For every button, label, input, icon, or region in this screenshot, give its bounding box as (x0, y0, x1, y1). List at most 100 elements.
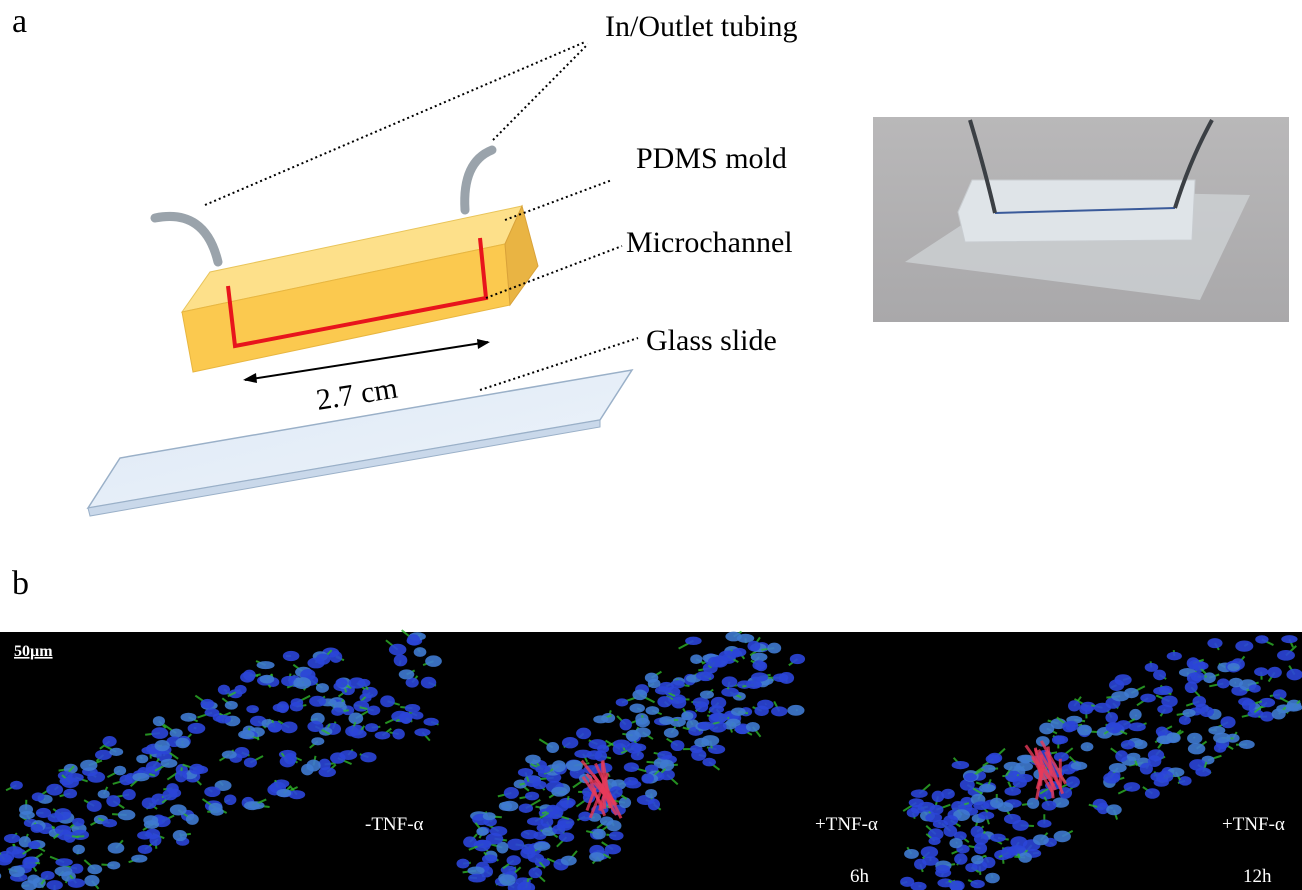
cell (609, 831, 624, 841)
condition-time: 6h (850, 866, 870, 887)
cell (137, 831, 153, 840)
cell (949, 880, 965, 890)
cell (604, 844, 622, 855)
scale-bar: 50µm (14, 643, 53, 660)
cell (594, 750, 608, 762)
cell (1077, 724, 1092, 736)
cell (8, 865, 26, 878)
cell (517, 767, 534, 777)
cell (367, 705, 381, 716)
cell (612, 739, 631, 748)
cell (407, 634, 421, 646)
cell (725, 718, 741, 727)
cell (143, 820, 160, 829)
cell (246, 705, 259, 714)
microchannel (226, 237, 489, 349)
glass-slide-edge (87, 419, 601, 517)
cell (498, 801, 513, 811)
cell (131, 854, 148, 863)
cell (335, 678, 348, 688)
tubing (150, 212, 223, 267)
cell (645, 788, 658, 799)
cell (1103, 772, 1121, 784)
annotation: Glass slide (646, 324, 777, 357)
cell (685, 636, 702, 646)
cell (102, 736, 117, 747)
cell (695, 671, 712, 681)
cell (276, 701, 289, 714)
cell (551, 786, 568, 797)
cell (1260, 711, 1274, 722)
cell (1284, 703, 1302, 712)
cell (47, 813, 63, 823)
cell (224, 700, 238, 710)
cell (524, 791, 540, 801)
cell (1105, 712, 1119, 724)
cell (692, 697, 710, 708)
cell (315, 653, 331, 665)
cell (215, 714, 232, 724)
cell (710, 712, 728, 722)
cell (658, 681, 674, 692)
cell (189, 763, 205, 775)
cell (107, 842, 125, 854)
cell (63, 788, 78, 799)
cell (645, 706, 660, 715)
cell (1044, 751, 1065, 795)
cell (1248, 684, 1261, 693)
cell (1184, 681, 1198, 694)
cell (221, 750, 237, 759)
cell (348, 712, 364, 725)
cell (169, 728, 183, 738)
cell (588, 739, 607, 750)
cell (467, 866, 485, 875)
cell (671, 696, 687, 709)
cell-images (0, 629, 1302, 890)
cell (951, 801, 965, 812)
cell (267, 722, 282, 733)
cell (136, 754, 149, 764)
cell (546, 804, 560, 816)
cell (311, 737, 325, 746)
annotation: In/Outlet tubing (605, 10, 797, 43)
cell (55, 858, 73, 867)
cell (540, 816, 554, 828)
cell (234, 684, 247, 695)
cell (388, 643, 407, 656)
cell (1123, 782, 1141, 792)
cell (468, 873, 486, 883)
cell (154, 740, 170, 752)
cell (747, 640, 761, 652)
cell (954, 853, 968, 865)
cell (309, 695, 326, 707)
cell (626, 742, 642, 754)
cell (647, 798, 661, 811)
cell (107, 861, 121, 870)
cell (973, 833, 989, 845)
cell (306, 759, 321, 772)
cell (1267, 666, 1282, 679)
cell (185, 813, 199, 825)
cell (1052, 797, 1070, 808)
cell (169, 804, 187, 816)
cell (619, 718, 632, 731)
cell (482, 812, 496, 821)
cell (927, 828, 944, 841)
cell (234, 747, 250, 759)
cell (1012, 819, 1029, 831)
cell (701, 735, 720, 746)
cell (745, 680, 762, 689)
cell (1166, 651, 1182, 661)
cell (929, 804, 944, 815)
cell (1129, 708, 1142, 721)
cell (593, 715, 609, 724)
cell (914, 858, 927, 870)
cell (281, 675, 297, 687)
cell (606, 820, 622, 832)
cell (1041, 800, 1057, 811)
cell (117, 809, 136, 821)
cell (1080, 701, 1096, 712)
cell (506, 855, 521, 866)
cell (404, 704, 421, 713)
